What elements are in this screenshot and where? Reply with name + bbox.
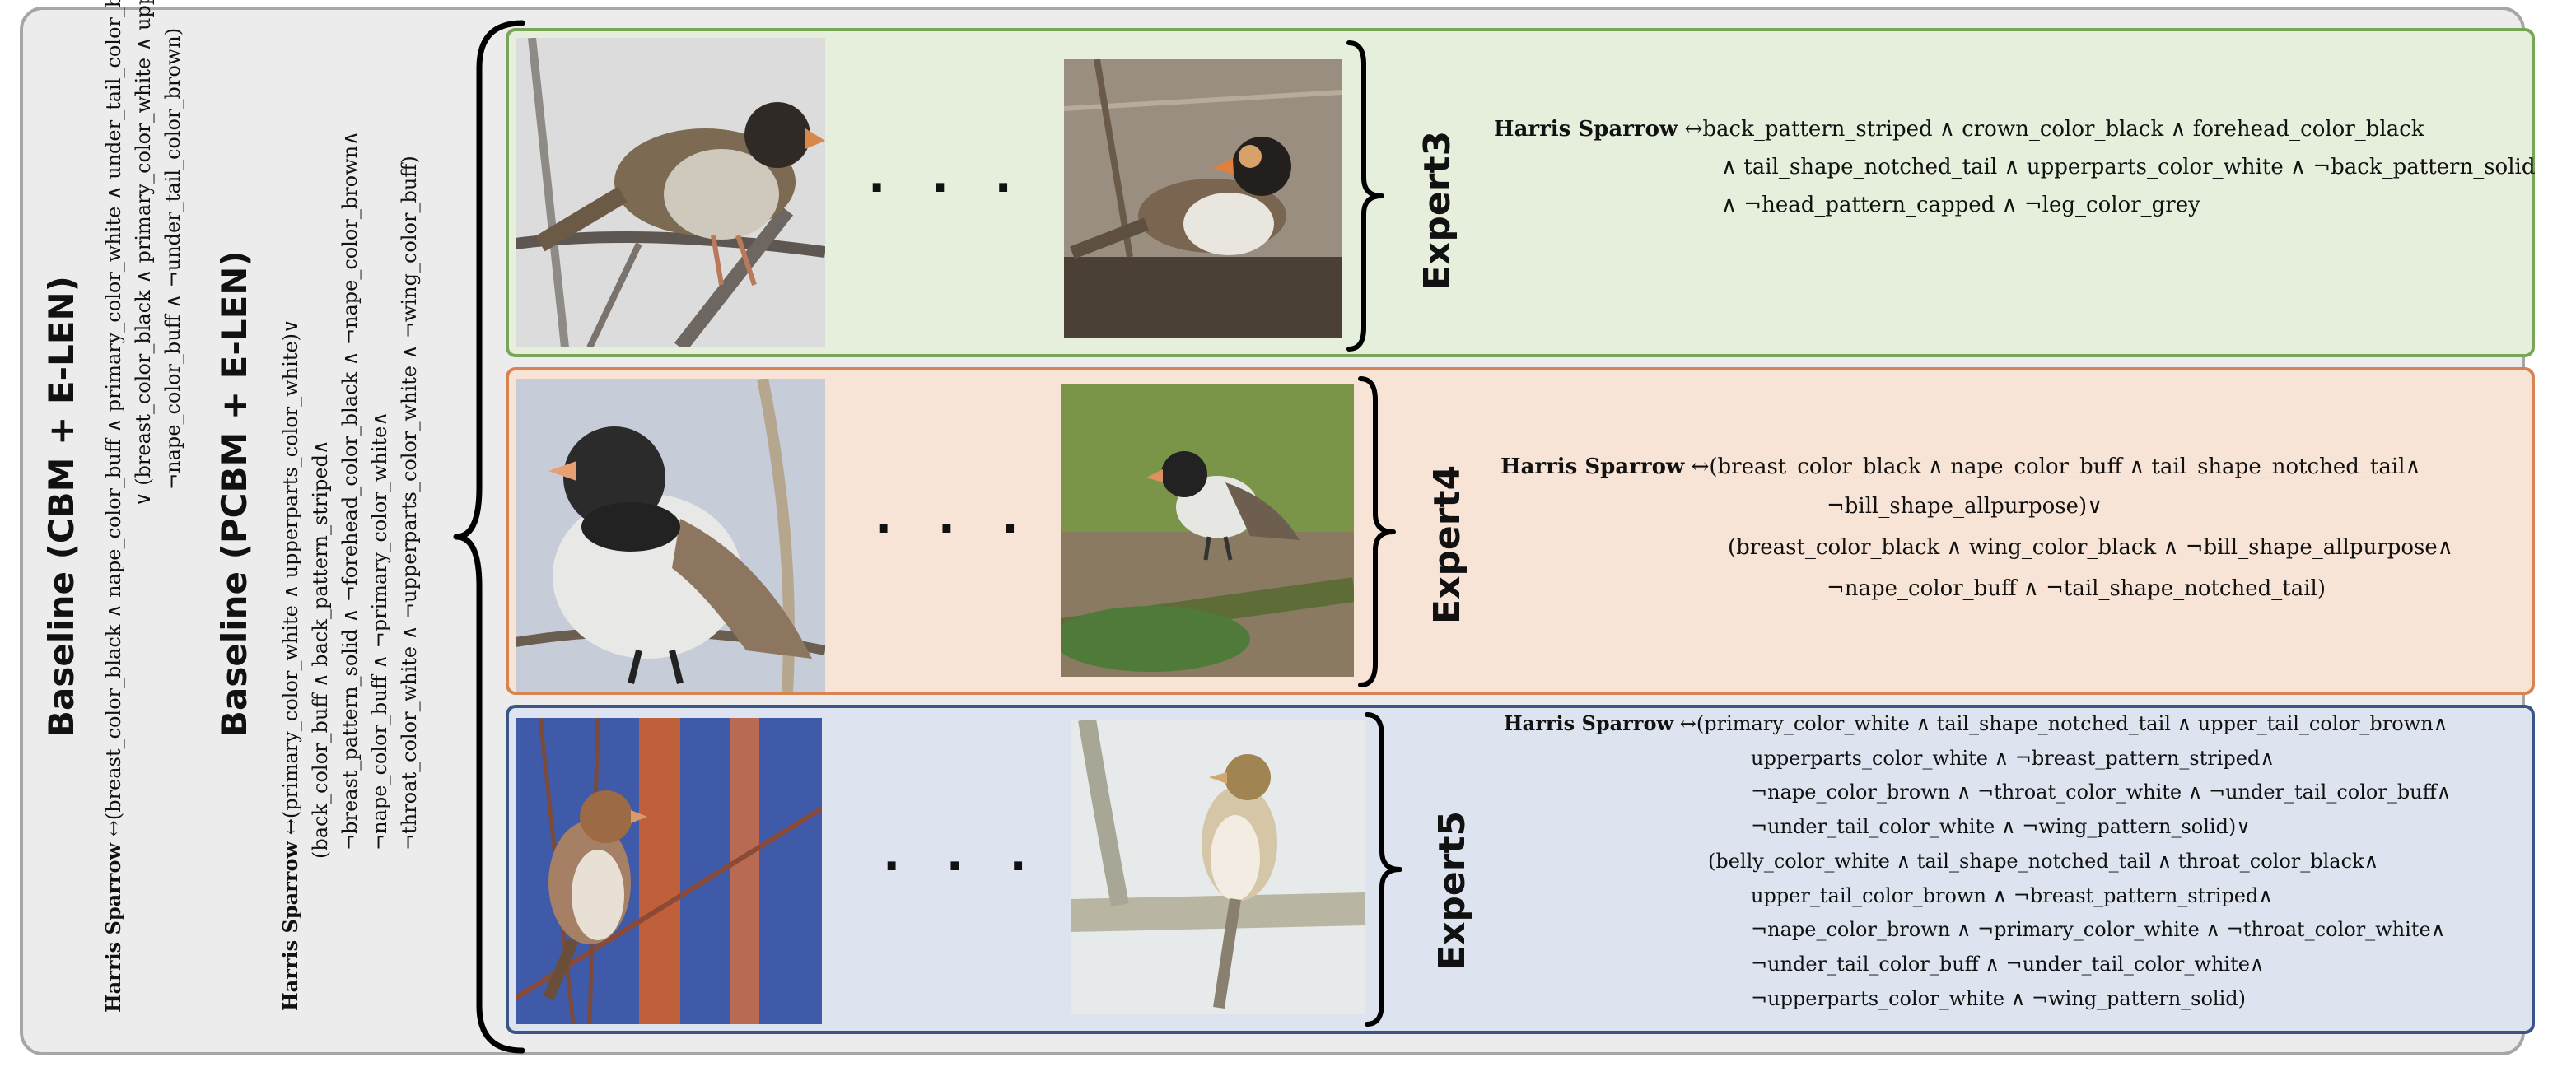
expert5-rule-line-6: upper_tail_color_brown ∧ ¬breast_pattern…	[1751, 884, 2273, 907]
expert4-panel	[506, 367, 2535, 695]
expert4-rule-line-3: (breast_color_black ∧ wing_color_black ∧…	[1728, 535, 2453, 560]
expert4-rule-line-4: ¬nape_color_buff ∧ ¬tail_shape_notched_t…	[1827, 576, 2326, 601]
expert5-ellipsis: · · ·	[883, 840, 1042, 893]
baseline-cbm-formula: Harris Sparrow ↔(breast_color_black ∧ na…	[99, 0, 188, 1013]
baseline-pcbm-line-5: ¬throat_color_white ∧ ¬upperparts_color_…	[398, 156, 421, 850]
baseline-cbm-line-3: ¬nape_color_buff ∧ ¬under_tail_color_bro…	[161, 27, 184, 490]
expert5-rule-line-8: ¬under_tail_color_buff ∧ ¬under_tail_col…	[1751, 953, 2265, 976]
baseline-cbm-line-1: Harris Sparrow ↔(breast_color_black ∧ na…	[101, 0, 125, 1013]
baseline-pcbm-line-3: ¬breast_pattern_solid ∧ ¬forehead_color_…	[338, 131, 362, 850]
expert5-label: Expert5	[1431, 810, 1473, 970]
expert4-ellipsis: · · ·	[875, 502, 1034, 556]
baseline-pcbm-title: Baseline (PCBM + E-LEN)	[214, 250, 254, 737]
expert3-bird-photo-2	[1064, 59, 1342, 338]
expert5-rule-line-1: Harris Sparrow ↔(primary_color_white ∧ t…	[1504, 711, 2448, 735]
expert3-rule-line-2: ∧ tail_shape_notched_tail ∧ upperparts_c…	[1721, 155, 2536, 179]
expert3-bird-photo-1	[516, 38, 825, 347]
baseline-cbm-line-2: ∨ (breast_color_black ∧ primary_color_wh…	[132, 0, 155, 506]
expert3-rule-line-1: Harris Sparrow ↔back_pattern_striped ∧ c…	[1494, 117, 2424, 142]
expert5-rule-line-3: ¬nape_color_brown ∧ ¬throat_color_white …	[1751, 780, 2452, 804]
expert5-panel	[506, 705, 2535, 1034]
baseline-pcbm-line-1: Harris Sparrow ↔(primary_color_white ∧ u…	[278, 319, 302, 1011]
expert4-label: Expert4	[1426, 464, 1468, 624]
expert3-brace	[1346, 40, 1384, 352]
expert5-rule-line-4: ¬under_tail_color_white ∧ ¬wing_pattern_…	[1751, 815, 2251, 838]
left-brace	[453, 20, 525, 1054]
expert5-rule-line-2: upperparts_color_white ∧ ¬breast_pattern…	[1751, 747, 2275, 770]
expert5-rule-line-7: ¬nape_color_brown ∧ ¬primary_color_white…	[1751, 918, 2446, 941]
expert3-panel	[506, 28, 2535, 357]
baseline-pcbm-formula: Harris Sparrow ↔(primary_color_white ∧ u…	[276, 131, 424, 1011]
expert4-rule-line-2: ¬bill_shape_allpurpose)∨	[1827, 494, 2103, 519]
expert3-ellipsis: · · ·	[868, 161, 1027, 215]
expert5-bird-photo-1	[516, 718, 822, 1024]
expert5-rule-line-9: ¬upperparts_color_white ∧ ¬wing_pattern_…	[1751, 987, 2246, 1010]
baseline-pcbm-line-4: ¬nape_color_buff ∧ ¬primary_color_white∧	[368, 412, 391, 850]
baseline-pcbm-line-2: (back_color_buff ∧ back_pattern_striped∧	[309, 440, 332, 859]
expert4-bird-photo-2	[1061, 384, 1354, 677]
expert3-rule-line-3: ∧ ¬head_pattern_capped ∧ ¬leg_color_grey	[1721, 193, 2200, 217]
expert3-label: Expert3	[1416, 130, 1458, 290]
expert4-brace	[1358, 376, 1396, 687]
expert4-bird-photo-1	[516, 379, 825, 692]
expert5-brace	[1365, 712, 1402, 1027]
expert5-rule-line-5: (belly_color_white ∧ tail_shape_notched_…	[1708, 850, 2379, 873]
expert5-bird-photo-2	[1071, 720, 1365, 1014]
baseline-cbm-title: Baseline (CBM + E-LEN)	[41, 276, 82, 737]
expert4-rule-line-1: Harris Sparrow ↔(breast_color_black ∧ na…	[1500, 454, 2421, 479]
